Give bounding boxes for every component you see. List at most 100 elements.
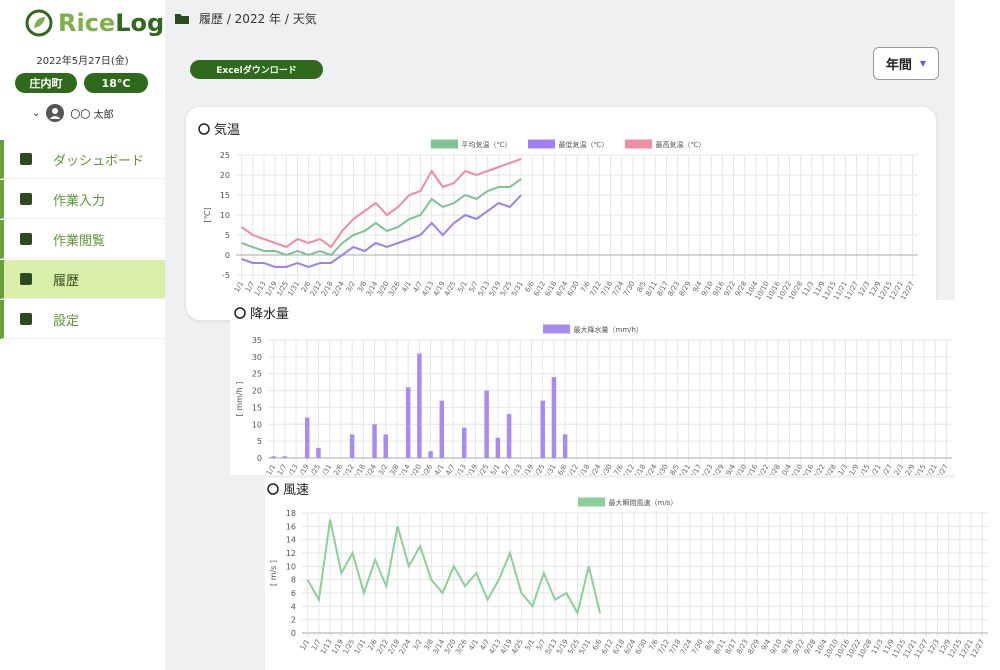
series-line bbox=[241, 158, 522, 249]
user-menu[interactable]: ⌄ 〇〇 太郎 bbox=[32, 104, 114, 122]
y-tick-label: 0 bbox=[257, 454, 262, 463]
y-tick-label: -5 bbox=[222, 271, 230, 280]
bar bbox=[383, 434, 388, 458]
y-tick-label: 30 bbox=[252, 353, 262, 362]
bar bbox=[495, 437, 501, 458]
x-tick-label: 8/29 bbox=[746, 638, 761, 656]
x-tick-label: 2/24 bbox=[331, 280, 346, 298]
y-tick-label: 10 bbox=[286, 562, 296, 571]
y-tick-label: 14 bbox=[286, 536, 296, 545]
y-tick-label: 5 bbox=[257, 437, 262, 446]
nav-icon bbox=[20, 153, 32, 165]
bar bbox=[506, 414, 512, 458]
nav-item[interactable]: 作業閲覧 bbox=[0, 220, 165, 259]
bar bbox=[461, 427, 467, 458]
y-axis-label: [ mm/h ] bbox=[235, 382, 244, 417]
user-icon bbox=[46, 104, 65, 122]
nav-item[interactable]: ダッシュボード bbox=[0, 140, 165, 179]
y-tick-label: 25 bbox=[220, 151, 230, 160]
excel-download-button[interactable]: Excelダウンロード bbox=[190, 60, 323, 79]
x-tick-label: 3/2 bbox=[345, 280, 358, 294]
legend-swatch bbox=[625, 139, 652, 149]
y-axis-label: [ m/s ] bbox=[269, 560, 278, 586]
series-line bbox=[306, 519, 601, 616]
bar bbox=[551, 377, 557, 458]
y-tick-label: 15 bbox=[220, 191, 230, 200]
legend-swatch bbox=[543, 324, 570, 334]
y-axis-label: [℃] bbox=[203, 207, 212, 222]
nav-item[interactable]: 作業入力 bbox=[0, 180, 165, 219]
bar bbox=[372, 424, 377, 458]
bar bbox=[439, 400, 445, 458]
x-tick-label: 6/30 bbox=[566, 280, 581, 298]
user-name: 〇〇 太郎 bbox=[70, 109, 114, 121]
nav-label: ダッシュボード bbox=[53, 153, 145, 169]
y-tick-label: 25 bbox=[252, 370, 262, 379]
chart-title: 気温 bbox=[214, 122, 240, 138]
bar bbox=[484, 390, 489, 458]
series-line bbox=[241, 194, 522, 269]
period-dropdown[interactable]: 年間 ▼ bbox=[873, 47, 939, 80]
nav-item[interactable]: 設定 bbox=[0, 300, 165, 339]
bar bbox=[540, 400, 545, 458]
legend-swatch bbox=[578, 497, 605, 507]
rain-card: 降水量 最大降水量（mm/h）[ mm/h ] 1/1 1/7 1/13 1/19 1/25… bbox=[230, 300, 955, 484]
period-text: 年間 bbox=[885, 58, 912, 73]
bar bbox=[349, 434, 355, 458]
bar bbox=[282, 456, 288, 458]
legend-label: 最高気温（℃） bbox=[656, 140, 706, 149]
y-tick-label: 0 bbox=[225, 251, 230, 260]
nav-label: 作業入力 bbox=[53, 193, 106, 209]
date: 2022年5月27日(金) bbox=[36, 56, 129, 67]
nav-label: 履歴 bbox=[53, 273, 80, 289]
nav-item[interactable]: 履歴 bbox=[0, 260, 165, 299]
location-button[interactable]: 庄内町 bbox=[15, 73, 77, 93]
y-tick-label: 6 bbox=[291, 589, 296, 598]
bar bbox=[305, 417, 310, 458]
y-tick-label: 16 bbox=[286, 522, 296, 531]
bar bbox=[316, 447, 321, 458]
x-tick-label: 5/31 bbox=[578, 638, 593, 656]
y-tick-label: 20 bbox=[252, 387, 262, 396]
y-tick-label: 15 bbox=[252, 403, 262, 412]
wind-card: 風速 最大瞬間風速（m/s）[ m/s ] 1/1 1/7 1/13 1/19 1/25 1/… bbox=[265, 478, 1000, 670]
x-tick-label: 3/26 bbox=[387, 280, 402, 298]
y-tick-label: 18 bbox=[286, 509, 296, 518]
legend-label: 平均気温（℃） bbox=[462, 140, 512, 149]
y-tick-label: 10 bbox=[220, 211, 230, 220]
title-icon bbox=[234, 307, 246, 319]
nav-label: 設定 bbox=[53, 313, 80, 329]
bar bbox=[271, 456, 276, 458]
bar bbox=[405, 387, 411, 458]
y-tick-label: 8 bbox=[291, 576, 296, 585]
x-tick-label: 3/2 bbox=[411, 638, 424, 652]
legend-label: 最大降水量（mm/h） bbox=[574, 325, 643, 334]
title-icon bbox=[267, 483, 279, 495]
x-tick-label: 1/1 bbox=[299, 638, 312, 652]
y-tick-label: 35 bbox=[252, 336, 262, 345]
x-tick-label: 5/1 bbox=[456, 280, 469, 294]
y-tick-label: 2 bbox=[291, 616, 296, 625]
x-tick-label: 1/1 bbox=[233, 280, 246, 294]
logo-text: Rice bbox=[58, 9, 116, 37]
nav-label: 作業閲覧 bbox=[53, 233, 106, 249]
bar bbox=[417, 353, 422, 458]
chart-title: 風速 bbox=[283, 483, 309, 498]
temperature-button[interactable]: 18°C bbox=[84, 73, 148, 93]
chart-title: 降水量 bbox=[250, 307, 289, 322]
x-tick-label: 2/24 bbox=[398, 638, 413, 656]
y-tick-label: 12 bbox=[286, 549, 296, 558]
y-tick-label: 5 bbox=[225, 231, 230, 240]
legend-label: 最低気温（℃） bbox=[559, 140, 609, 149]
x-tick-label: 3/26 bbox=[454, 638, 469, 656]
legend-label: 最大瞬間風速（m/s） bbox=[609, 498, 678, 507]
x-tick-label: 7/30 bbox=[622, 280, 637, 298]
logo[interactable]: RiceLog bbox=[24, 8, 164, 38]
nav-icon bbox=[20, 273, 32, 285]
temperature-card: 気温 平均気温（℃） 最低気温（℃） 最高気温（℃） [℃] 1/1 1/7 1/13 1/19… bbox=[186, 107, 936, 320]
y-tick-label: 0 bbox=[291, 629, 296, 638]
series-line bbox=[241, 178, 522, 257]
x-tick-label: 4/25 bbox=[443, 280, 458, 298]
